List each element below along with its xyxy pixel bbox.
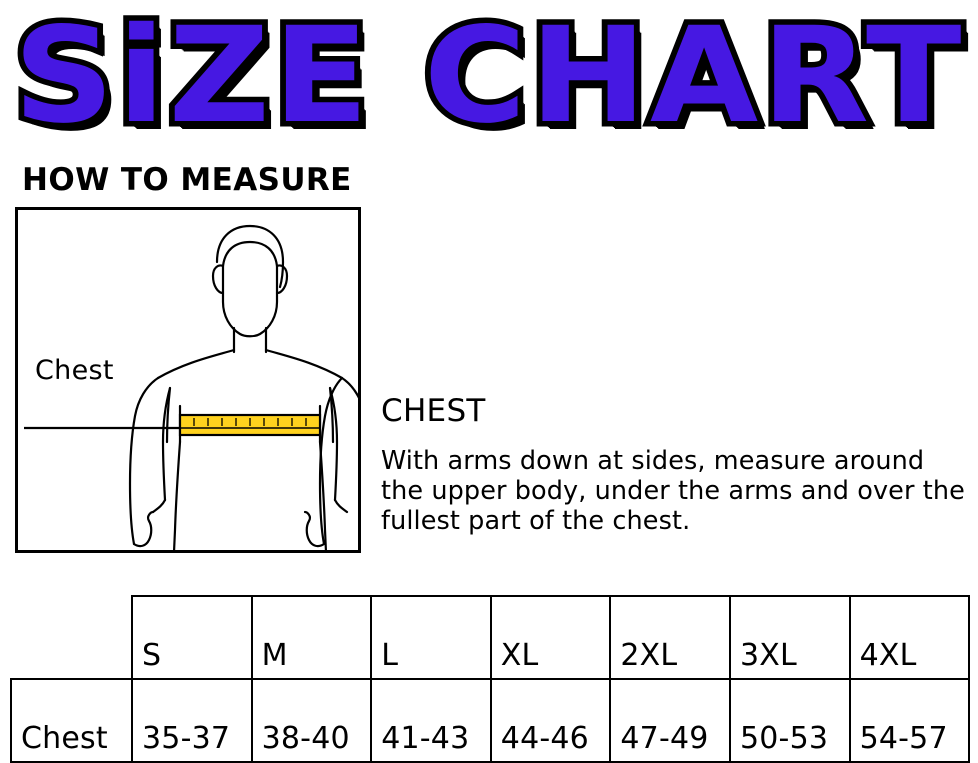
column-header-2xl: 2XL bbox=[609, 595, 731, 680]
table-header-row: S M L XL 2XL 3XL 4XL bbox=[11, 595, 971, 680]
measurement-diagram-box: Chest bbox=[15, 207, 361, 553]
description-block: CHEST With arms down at sides, measure a… bbox=[381, 393, 971, 536]
cell-chest-4xl: 54-57 bbox=[848, 678, 971, 763]
cell-chest-m: 38-40 bbox=[250, 678, 373, 763]
cell-chest-xl: 44-46 bbox=[489, 678, 612, 763]
cell-chest-2xl: 47-49 bbox=[609, 678, 731, 763]
description-body: With arms down at sides, measure around … bbox=[381, 446, 965, 536]
measuring-tape-icon bbox=[178, 413, 322, 437]
page-title: SiZE CHART bbox=[8, 0, 968, 153]
column-header-4xl: 4XL bbox=[848, 595, 971, 680]
title-banner: SiZE CHART bbox=[0, 0, 978, 152]
body-figure-illustration bbox=[24, 224, 358, 550]
column-header-m: M bbox=[250, 595, 373, 680]
how-to-measure-heading: HOW TO MEASURE bbox=[22, 162, 352, 198]
column-header-s: S bbox=[131, 595, 253, 680]
column-header-xl: XL bbox=[489, 595, 612, 680]
cell-chest-s: 35-37 bbox=[131, 678, 253, 763]
column-header-l: L bbox=[370, 595, 492, 680]
description-heading: CHEST bbox=[381, 393, 486, 429]
row-label-chest: Chest bbox=[10, 678, 133, 763]
cell-chest-l: 41-43 bbox=[370, 678, 492, 763]
table-corner-blank bbox=[11, 596, 132, 679]
chest-callout-label: Chest bbox=[35, 355, 114, 386]
size-chart-table: S M L XL 2XL 3XL 4XL Chest 35-37 38-40 4… bbox=[10, 595, 971, 763]
cell-chest-3xl: 50-53 bbox=[728, 678, 851, 763]
table-row: Chest 35-37 38-40 41-43 44-46 47-49 50-5… bbox=[10, 678, 971, 763]
column-header-3xl: 3XL bbox=[728, 595, 851, 680]
